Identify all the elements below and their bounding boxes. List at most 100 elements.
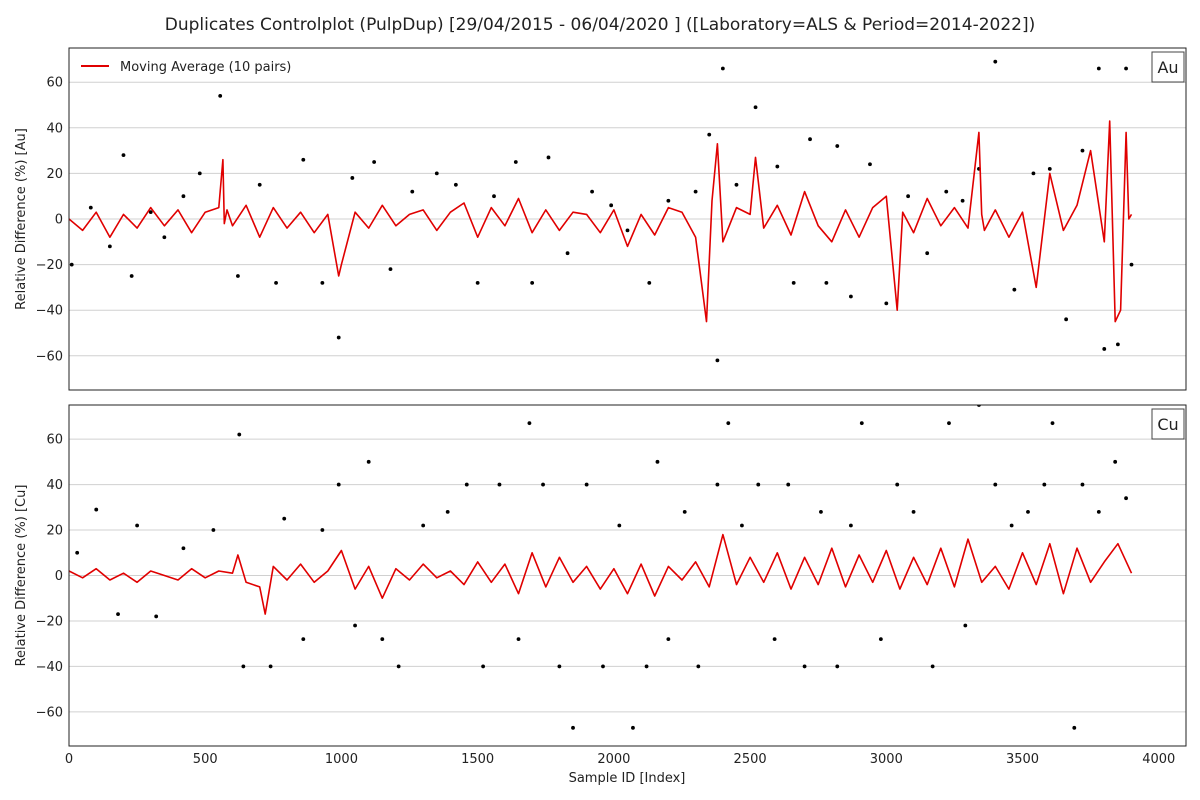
duplicate-point (772, 637, 777, 642)
duplicate-point (884, 301, 889, 306)
duplicate-point (1072, 725, 1077, 730)
y-tick-label: −60 (36, 349, 63, 364)
duplicate-point (162, 235, 167, 240)
y-tick-label: 60 (46, 433, 63, 448)
duplicate-point (682, 509, 687, 514)
duplicate-point (1012, 287, 1017, 292)
duplicate-point (895, 482, 900, 487)
duplicate-point (181, 546, 186, 551)
duplicate-point (492, 194, 496, 199)
duplicate-point (94, 507, 99, 512)
x-tick-label: 3500 (1006, 752, 1039, 767)
duplicate-point (1096, 66, 1101, 71)
duplicate-point (849, 294, 853, 299)
duplicate-point (154, 614, 159, 619)
duplicate-point (353, 623, 357, 628)
duplicate-point (268, 664, 273, 669)
duplicate-point (925, 251, 930, 256)
duplicate-point (666, 198, 671, 203)
duplicate-point (1113, 459, 1118, 464)
duplicate-point (625, 228, 630, 233)
duplicate-point (786, 482, 791, 487)
duplicate-point (753, 105, 758, 110)
x-tick-label: 2500 (734, 752, 767, 767)
duplicate-point (655, 459, 660, 464)
duplicate-point (557, 664, 562, 669)
duplicate-point (421, 523, 426, 528)
duplicate-point (116, 612, 120, 617)
duplicate-point (590, 189, 594, 194)
duplicate-point (720, 66, 725, 71)
duplicate-point (148, 210, 153, 215)
y-tick-label: 0 (55, 569, 63, 584)
duplicate-point (475, 280, 480, 285)
duplicate-point (647, 280, 652, 285)
duplicate-point (69, 262, 74, 267)
duplicate-point (775, 164, 780, 169)
duplicate-point (835, 144, 840, 148)
duplicate-point (1050, 421, 1055, 426)
duplicate-point (541, 482, 545, 487)
duplicate-point (135, 523, 140, 528)
panel-label: Au (1157, 58, 1178, 77)
duplicate-point (274, 280, 278, 285)
duplicate-point (930, 664, 935, 669)
duplicate-point (513, 160, 518, 164)
duplicate-point (445, 509, 450, 514)
duplicate-point (453, 182, 458, 187)
duplicate-point (1026, 509, 1030, 514)
x-tick-label: 1000 (325, 752, 358, 767)
duplicate-point (1124, 66, 1128, 71)
y-tick-label: −60 (36, 705, 63, 720)
duplicate-point (565, 251, 570, 256)
duplicate-point (1124, 496, 1128, 501)
duplicate-point (257, 182, 262, 187)
duplicate-point (1129, 262, 1134, 267)
duplicate-point (516, 637, 521, 642)
duplicate-point (129, 274, 134, 278)
x-tick-label: 2000 (597, 752, 630, 767)
duplicate-point (906, 194, 911, 199)
duplicate-point (878, 637, 883, 642)
duplicate-point (1047, 166, 1052, 171)
duplicate-point (388, 267, 393, 272)
duplicate-point (380, 637, 385, 642)
duplicate-point (481, 664, 486, 669)
duplicate-point (527, 421, 532, 426)
duplicate-point (715, 482, 720, 487)
duplicate-point (121, 153, 126, 158)
y-tick-label: −20 (36, 258, 63, 273)
duplicate-point (396, 664, 401, 669)
duplicate-point (849, 523, 853, 528)
duplicate-point (320, 528, 325, 532)
x-tick-label: 4000 (1142, 752, 1175, 767)
duplicate-point (1102, 347, 1107, 351)
duplicate-point (963, 623, 968, 628)
plot-frame (68, 47, 1187, 391)
duplicate-point (301, 637, 306, 642)
duplicate-point (237, 432, 242, 437)
duplicate-point (693, 189, 698, 194)
duplicate-point (802, 664, 807, 669)
duplicate-point (859, 421, 864, 426)
duplicate-point (734, 182, 739, 187)
duplicate-point (824, 280, 829, 285)
y-tick-label: 60 (46, 76, 63, 91)
duplicate-point (666, 637, 671, 642)
y-tick-label: 40 (46, 478, 63, 493)
y-tick-label: −20 (36, 614, 63, 629)
duplicate-point (372, 160, 377, 164)
duplicate-point (546, 155, 551, 160)
duplicate-point (197, 171, 202, 176)
duplicate-point (609, 203, 614, 208)
panel-label: Cu (1157, 415, 1178, 434)
y-axis-label: Relative Difference (%) [Au] (14, 128, 29, 310)
duplicate-point (644, 664, 649, 669)
x-tick-label: 500 (193, 752, 218, 767)
y-tick-label: −40 (36, 304, 63, 319)
duplicate-point (944, 189, 949, 194)
legend-label: Moving Average (10 pairs) (120, 60, 291, 75)
duplicate-point (1042, 482, 1047, 487)
duplicate-point (1080, 482, 1085, 487)
